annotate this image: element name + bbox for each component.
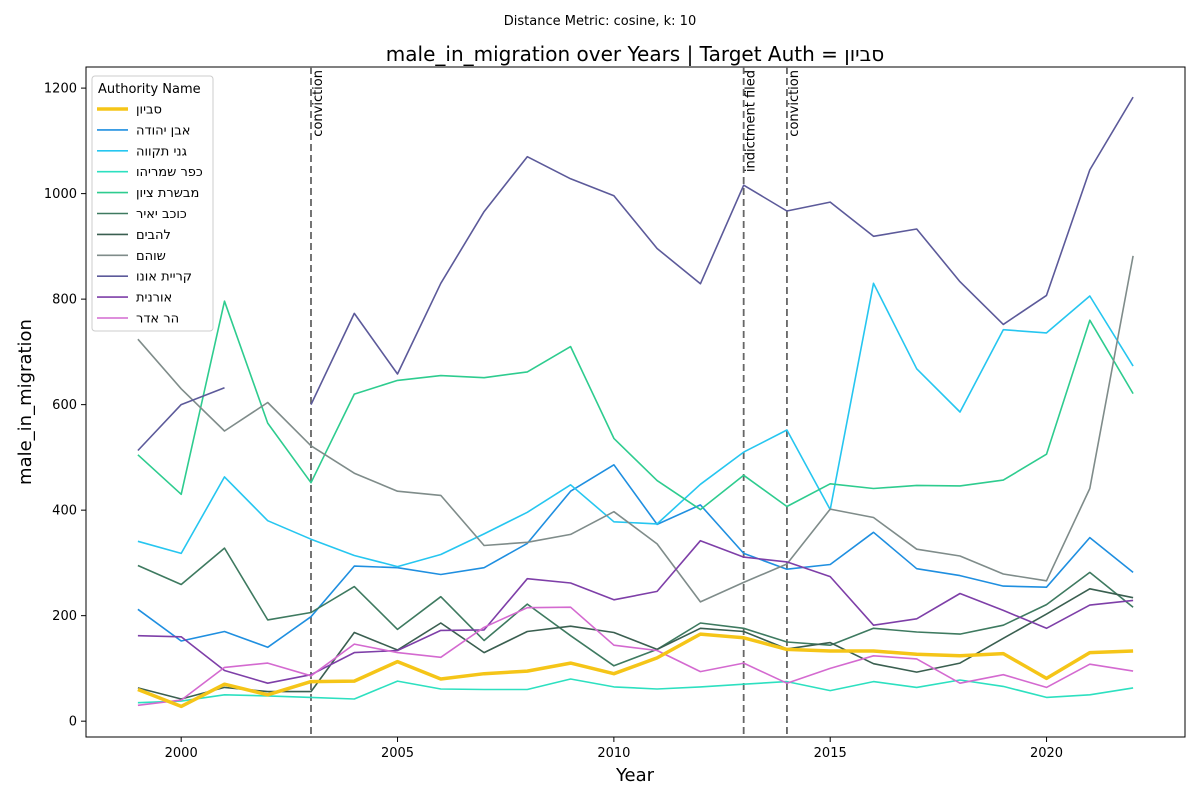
legend-items: סביון אבן יהודה גני תקווה כפר שמריהו מבשרת צ… bbox=[97, 103, 203, 327]
legend-label: אבן יהודה bbox=[136, 123, 190, 138]
series-line bbox=[137, 282, 1134, 568]
legend-label: סביון bbox=[136, 103, 162, 118]
y-tick-label: 600 bbox=[52, 398, 77, 413]
x-tick-label: 2015 bbox=[814, 746, 847, 761]
series-line bbox=[137, 255, 1134, 603]
series-line bbox=[137, 539, 1134, 684]
y-axis-label: male_in_migration bbox=[15, 319, 36, 485]
legend-label: מבשרת ציון bbox=[136, 186, 199, 201]
y-tick-label: 400 bbox=[52, 504, 77, 519]
x-tick-label: 2010 bbox=[597, 746, 630, 761]
series-line bbox=[137, 96, 1134, 452]
event-label: conviction bbox=[787, 70, 802, 137]
legend-title: Authority Name bbox=[98, 82, 201, 97]
figure-suptitle: Distance Metric: cosine, k: 10 bbox=[503, 14, 697, 29]
legend-label: כפר שמריהו bbox=[136, 165, 203, 180]
series-line bbox=[137, 464, 1134, 649]
x-tick-label: 2020 bbox=[1030, 746, 1063, 761]
x-tick-label: 2000 bbox=[165, 746, 198, 761]
y-tick-label: 1000 bbox=[44, 187, 77, 202]
chart-title: male_in_migration over Years | Target Au… bbox=[386, 42, 884, 66]
x-axis-label: Year bbox=[615, 765, 655, 786]
axes-frame bbox=[85, 66, 1186, 738]
x-tick-label: 2005 bbox=[381, 746, 414, 761]
series-line bbox=[137, 300, 1134, 511]
series-lines bbox=[137, 96, 1134, 709]
legend-box bbox=[91, 75, 214, 332]
event-label: indictment filed bbox=[744, 70, 759, 172]
series-line bbox=[137, 588, 1134, 700]
legend-label: שוהם bbox=[136, 249, 166, 264]
legend-label: להבים bbox=[136, 228, 171, 243]
x-axis-ticks: 2000 2005 2010 2015 2020 bbox=[165, 737, 1063, 761]
legend: Authority Name סביון אבן יהודה גני תקווה כפ… bbox=[91, 75, 214, 332]
y-tick-label: 0 bbox=[69, 715, 77, 730]
series-line bbox=[137, 606, 1134, 707]
legend-label: אורנית bbox=[136, 291, 172, 306]
y-tick-label: 1200 bbox=[44, 82, 77, 97]
series-line bbox=[137, 632, 1134, 709]
legend-label: כוכב יאיר bbox=[136, 207, 187, 222]
series-line bbox=[137, 547, 1134, 667]
y-axis-ticks: 0 200 400 600 800 1000 1200 bbox=[44, 82, 86, 730]
legend-label: הר אדר bbox=[136, 312, 179, 327]
event-lines: conviction indictment filed conviction bbox=[310, 67, 802, 737]
legend-label: קריית אונו bbox=[136, 270, 192, 285]
y-tick-label: 800 bbox=[52, 293, 77, 308]
y-tick-label: 200 bbox=[52, 609, 77, 624]
event-label: conviction bbox=[311, 70, 326, 137]
legend-label: גני תקווה bbox=[136, 144, 187, 159]
